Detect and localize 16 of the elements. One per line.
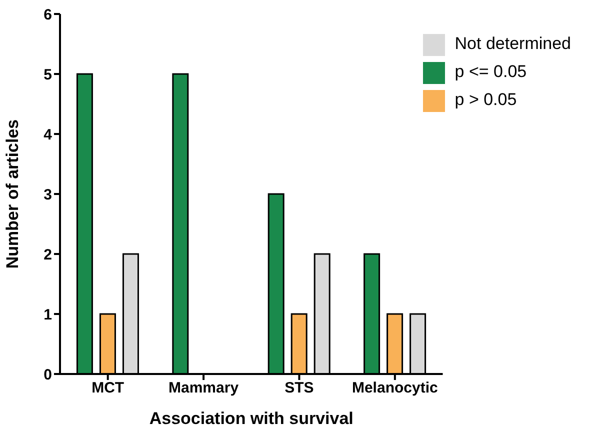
legend-label: p > 0.05 (454, 90, 517, 109)
legend-label: Not determined (454, 34, 571, 53)
x-tick-label: Mammary (168, 380, 240, 397)
x-tick-label: Melanocytic (352, 380, 438, 397)
y-tick-label: 1 (44, 306, 52, 324)
y-tick-label: 6 (44, 6, 52, 24)
y-tick-label: 4 (44, 126, 53, 144)
y-axis-title: Number of articles (3, 119, 22, 269)
x-tick-label: STS (284, 380, 314, 397)
y-tick-label: 2 (44, 246, 52, 264)
x-axis-title: Association with survival (149, 409, 354, 428)
y-tick-label: 3 (44, 186, 52, 204)
legend-label: p <= 0.05 (454, 62, 527, 81)
x-tick-label: MCT (92, 380, 124, 397)
y-tick-label: 5 (44, 66, 52, 84)
y-tick-label: 0 (44, 366, 52, 384)
